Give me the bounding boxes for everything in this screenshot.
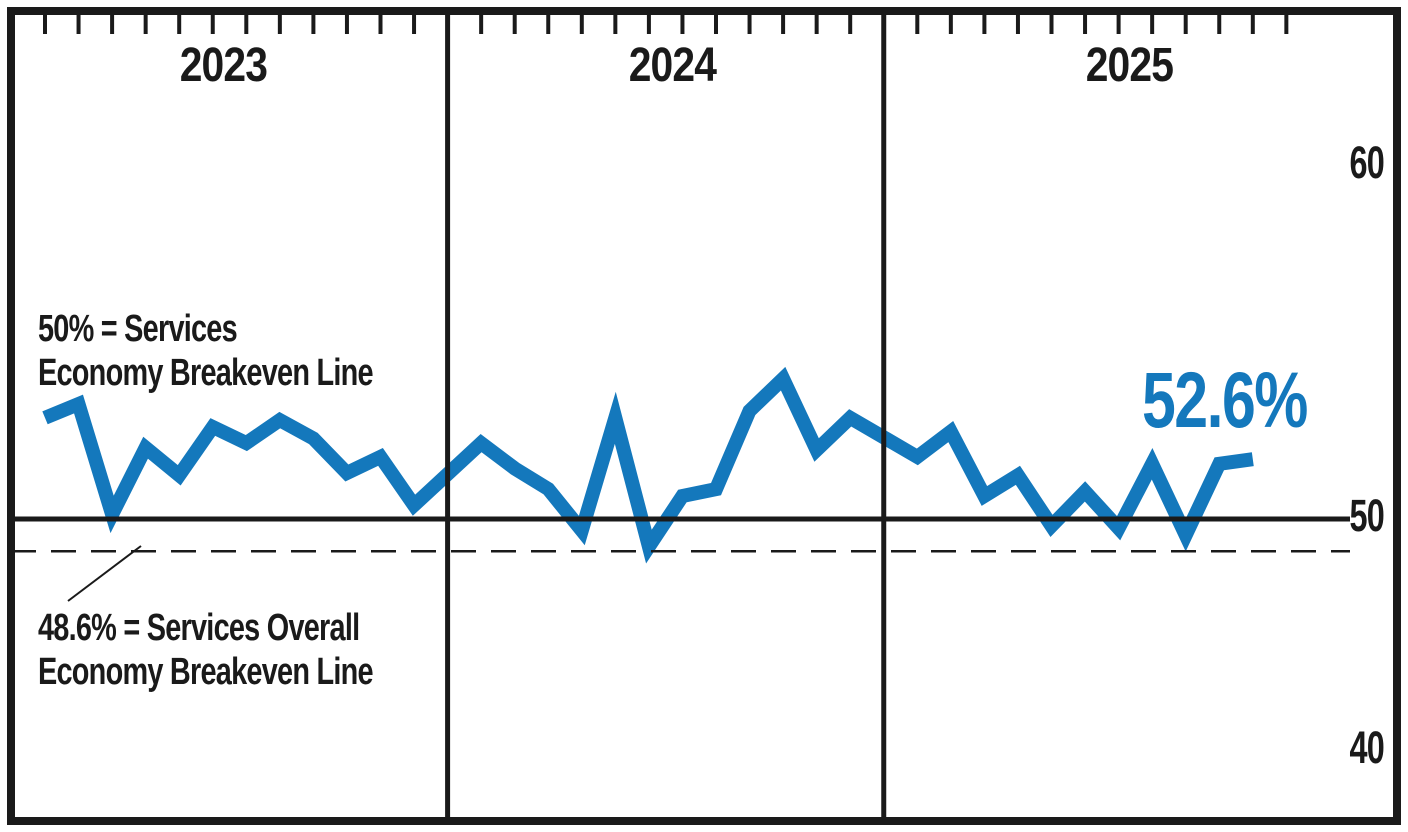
note-line: Economy Breakeven Line (38, 352, 374, 394)
note-services-breakeven: 50% = Services Economy Breakeven Line (38, 307, 374, 395)
latest-value-label: 52.6% (1142, 355, 1308, 444)
callout-line (67, 545, 142, 602)
year-label-text: 2023 (179, 39, 267, 92)
year-label-2025: 2025 (1009, 38, 1249, 93)
year-label-2024: 2024 (552, 38, 792, 93)
y-axis-tick-text: 40 (1349, 722, 1384, 773)
note-overall-breakeven: 48.6% = Services Overall Economy Breakev… (38, 606, 374, 694)
pmi-line (42, 366, 1254, 564)
y-axis-tick-50: 50 (1324, 490, 1384, 542)
note-line: 50% = Services (38, 308, 238, 350)
year-label-text: 2024 (628, 39, 716, 92)
y-axis-tick-60: 60 (1324, 137, 1384, 189)
note-line: 48.6% = Services Overall (38, 607, 360, 649)
chart-border (7, 7, 1401, 825)
y-axis-tick-text: 50 (1349, 490, 1384, 541)
note-line: Economy Breakeven Line (38, 651, 374, 693)
y-axis-tick-text: 60 (1349, 137, 1384, 188)
y-axis-tick-40: 40 (1324, 722, 1384, 774)
year-label-text: 2025 (1085, 39, 1173, 92)
year-label-2023: 2023 (103, 38, 343, 93)
